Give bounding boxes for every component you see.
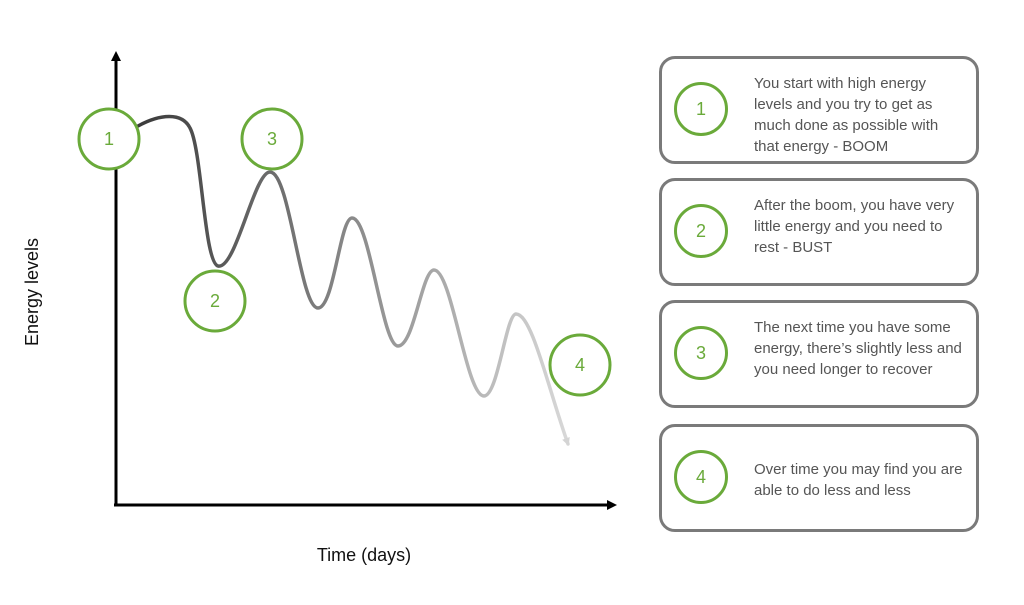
card-4-text: Over time you may find you are able to d… <box>754 461 963 499</box>
marker-2-number: 2 <box>210 291 220 311</box>
card-4-number-badge: 4 <box>674 450 728 504</box>
marker-1-number: 1 <box>104 129 114 149</box>
card-1-number-badge: 1 <box>674 82 728 136</box>
card-2-number-badge: 2 <box>674 204 728 258</box>
explanation-card-3: 3 The next time you have some energy, th… <box>659 300 979 408</box>
explanation-card-2: 2 After the boom, you have very little e… <box>659 178 979 286</box>
marker-4-number: 4 <box>575 355 585 375</box>
card-1-text: You start with high energy levels and yo… <box>754 75 939 155</box>
energy-wave-line <box>136 114 570 446</box>
explanation-card-1: 1 You start with high energy levels and … <box>659 56 979 164</box>
marker-4: 4 <box>548 333 612 397</box>
y-axis-label: Energy levels <box>22 238 42 346</box>
card-2-text: After the boom, you have very little ene… <box>754 197 955 256</box>
x-axis-label: Time (days) <box>317 545 411 565</box>
card-3-text: The next time you have some energy, ther… <box>754 319 962 378</box>
marker-3: 3 <box>240 107 304 171</box>
explanation-card-4: 4 Over time you may find you are able to… <box>659 424 979 532</box>
card-3-number-badge: 3 <box>674 326 728 380</box>
marker-1: 1 <box>77 107 141 171</box>
marker-3-number: 3 <box>267 129 277 149</box>
marker-2: 2 <box>183 269 247 333</box>
